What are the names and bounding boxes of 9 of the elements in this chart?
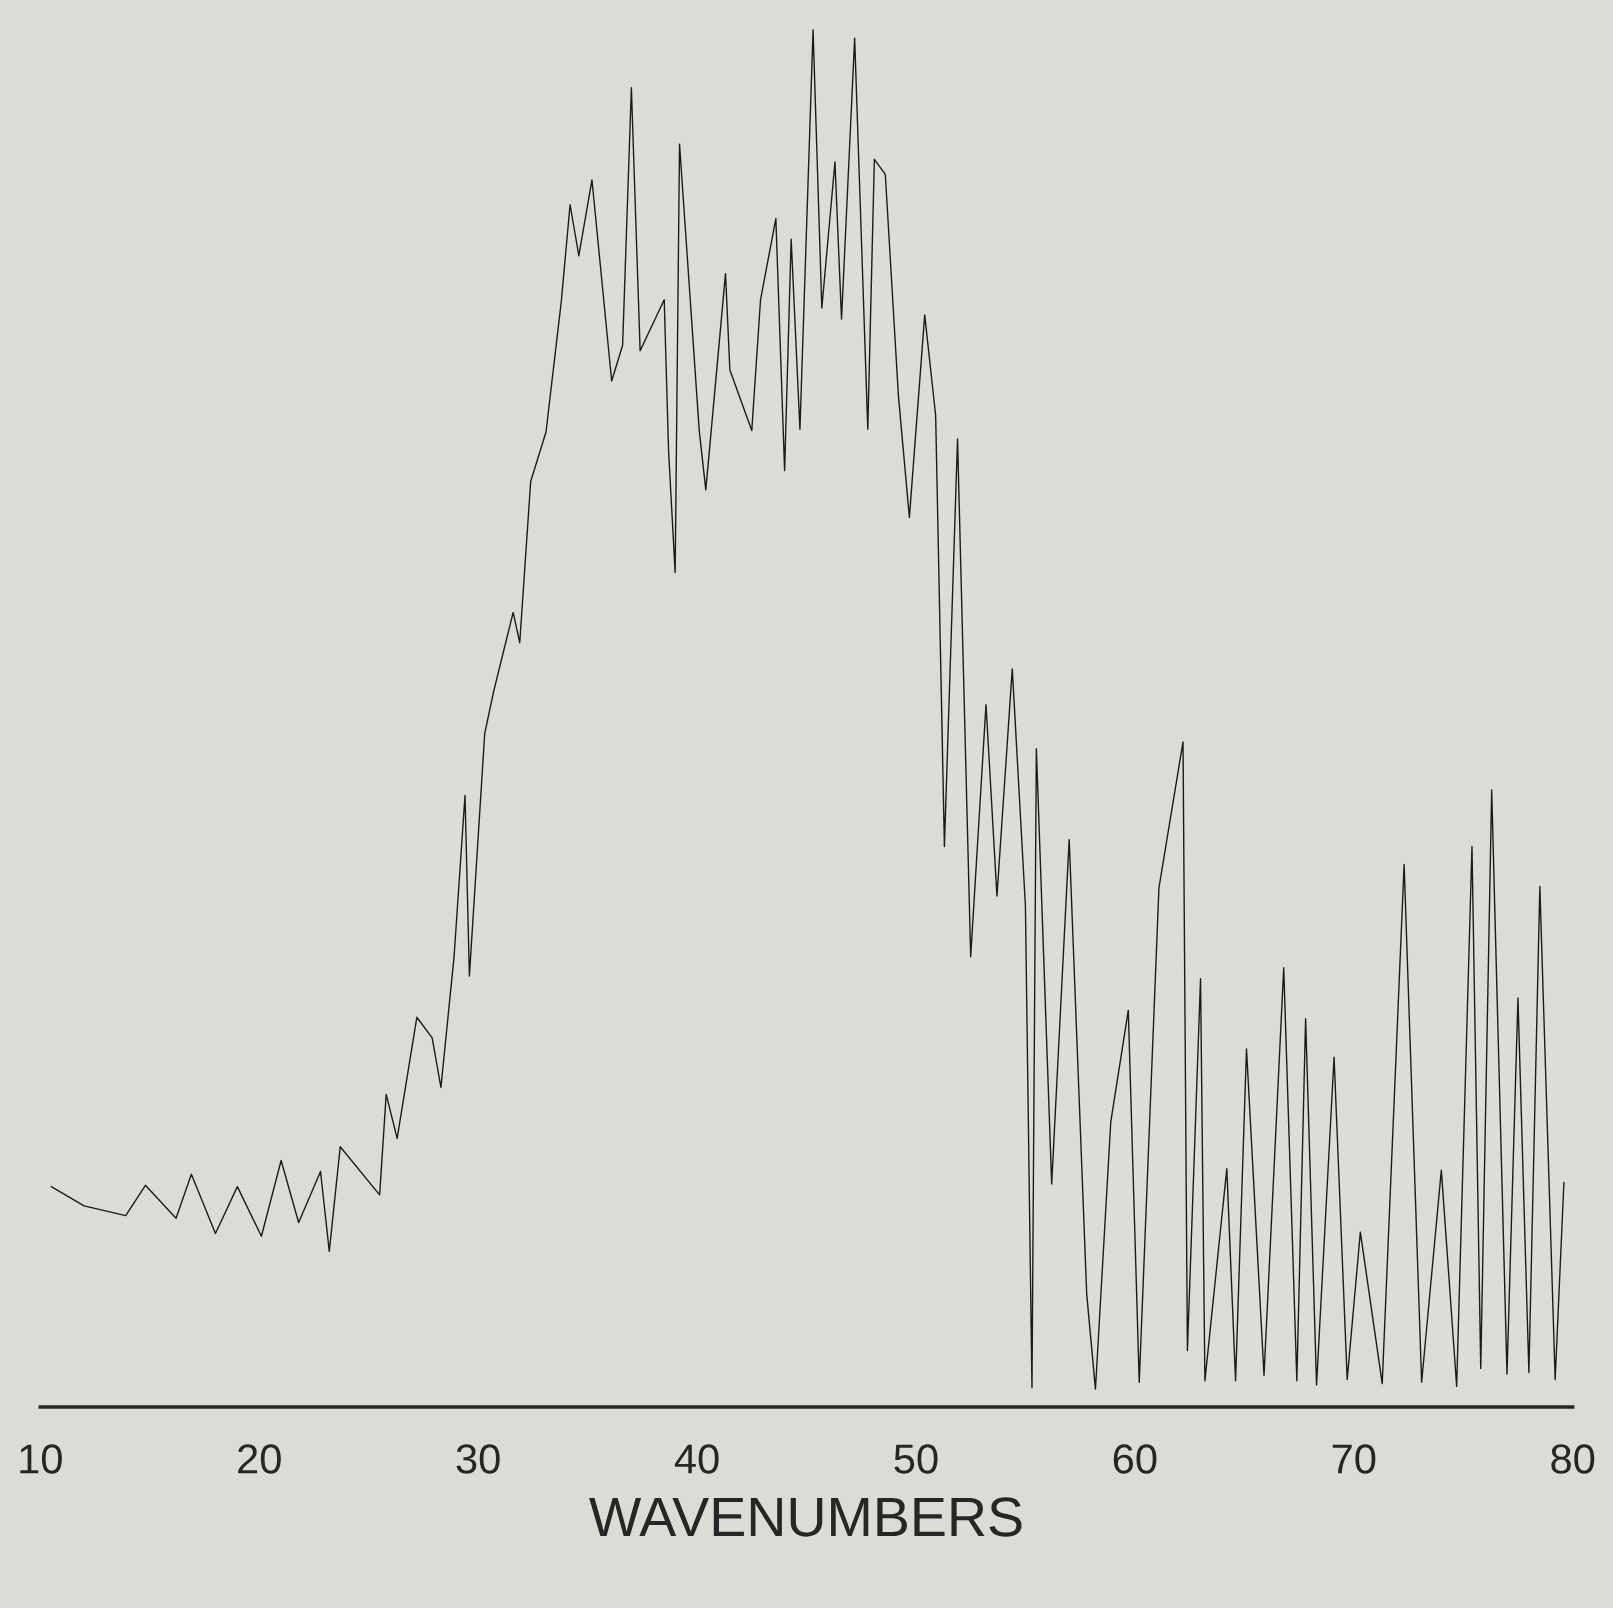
x-axis-title: WAVENUMBERS (589, 1497, 1022, 1537)
x-tick-label: 60 (1113, 1444, 1157, 1474)
x-tick-label: 70 (1332, 1444, 1376, 1474)
x-tick-label: 40 (674, 1444, 719, 1474)
x-tick-label: 80 (1551, 1444, 1595, 1474)
x-tick-label: 10 (20, 1444, 62, 1474)
x-tick-label: 20 (238, 1444, 281, 1474)
x-tick-label: 30 (456, 1444, 500, 1474)
x-tick-label: 50 (894, 1444, 938, 1474)
